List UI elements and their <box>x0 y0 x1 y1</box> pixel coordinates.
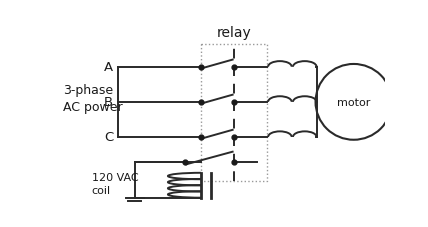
Text: C: C <box>104 131 113 144</box>
Text: 120 VAC
coil: 120 VAC coil <box>92 172 138 195</box>
Text: A: A <box>104 61 113 74</box>
Text: B: B <box>104 96 113 109</box>
Text: motor: motor <box>337 97 370 107</box>
Text: 3-phase
AC power: 3-phase AC power <box>63 84 123 114</box>
Text: relay: relay <box>217 25 252 39</box>
